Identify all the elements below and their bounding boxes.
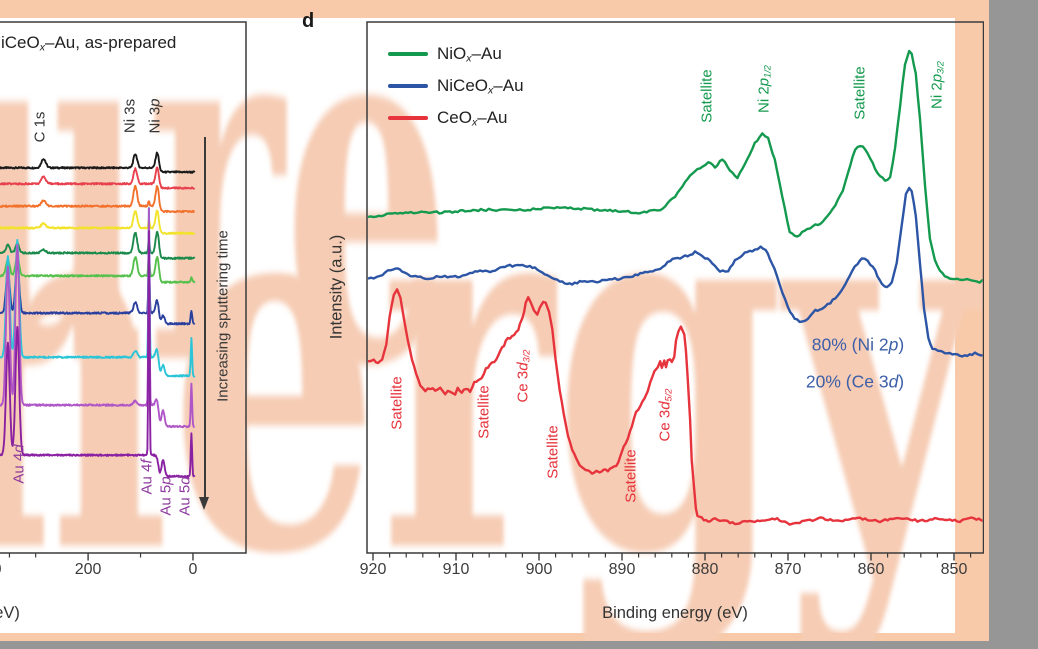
legend-swatch-NiCeOx-Au bbox=[388, 84, 428, 88]
text-segment: x bbox=[471, 116, 478, 129]
text-segment: –Au, as-prepared bbox=[45, 33, 177, 52]
legend-label: CeOx–Au bbox=[437, 108, 507, 129]
left-panel-border bbox=[0, 21, 247, 554]
text-segment: p bbox=[755, 77, 773, 87]
annotation: Ni 2p3/2 bbox=[928, 61, 945, 109]
text-segment: 3/2 bbox=[935, 61, 946, 74]
text-segment: Ce 3 bbox=[656, 409, 674, 442]
xps-spectrum-curve-CeOx-Au bbox=[367, 288, 983, 526]
survey-spectrum-curve bbox=[0, 207, 196, 378]
legend-label: NiCeOx–Au bbox=[437, 76, 524, 97]
right-y-axis-label: Intensity (a.u.) bbox=[327, 234, 346, 340]
left-x-axis-label: Binding energy (eV) bbox=[0, 604, 20, 622]
text-segment: –Au bbox=[471, 43, 502, 63]
text-segment: Ce 3 bbox=[514, 370, 532, 403]
annotation: Satellite bbox=[852, 66, 869, 119]
legend: NiOx–Au NiCeOx–Au CeOx–Au bbox=[388, 38, 524, 134]
left-panel-title: iCeOx–Au, as-prepared bbox=[1, 33, 176, 54]
legend-swatch-NiOx-Au bbox=[388, 52, 428, 56]
xps-spectrum-curve-NiOx-Au bbox=[367, 49, 983, 284]
x-tick-label: 0 bbox=[188, 561, 198, 578]
x-tick-label: 860 bbox=[857, 561, 885, 578]
text-segment: d bbox=[888, 371, 899, 392]
text-segment: Satellite bbox=[698, 69, 716, 123]
text-segment: ) bbox=[898, 371, 905, 392]
legend-item: NiOx–Au bbox=[388, 38, 524, 70]
annotation: Ni 2p1/2 bbox=[755, 65, 772, 113]
x-tick-label: 200 bbox=[74, 561, 102, 578]
text-segment: 20% (Ce 3 bbox=[805, 371, 889, 392]
text-segment: ) bbox=[898, 334, 905, 355]
text-segment: p bbox=[888, 334, 899, 355]
text-segment: –Au bbox=[493, 75, 524, 95]
arrow-down-icon bbox=[199, 497, 209, 510]
survey-spectrum-curve bbox=[0, 209, 196, 236]
right-plot-svg bbox=[366, 21, 984, 561]
x-tick-label: 880 bbox=[691, 561, 719, 578]
right-panel-border bbox=[366, 21, 984, 554]
right-panel-xps-plot: d NiOx–Au NiCeOx–Au CeOx–Au Intensity (a.u… bbox=[302, 10, 984, 622]
survey-spectrum-curve bbox=[0, 151, 196, 174]
x-tick-label: 870 bbox=[774, 561, 802, 578]
annotation: Satellite bbox=[545, 425, 562, 478]
text-segment: Satellite bbox=[388, 376, 406, 430]
left-panel-survey-plot: iCeOx–Au, as-prepared Increasing sputter… bbox=[0, 21, 247, 622]
text-segment: Satellite bbox=[544, 425, 562, 479]
text-segment: Ni 2 bbox=[928, 82, 946, 109]
x-tick-label: 910 bbox=[442, 561, 470, 578]
annotation: Satellite bbox=[389, 376, 406, 429]
text-segment: 1/2 bbox=[762, 65, 773, 78]
text-segment: x bbox=[39, 41, 45, 54]
text-segment: x bbox=[466, 52, 472, 65]
annotation: Satellite bbox=[623, 449, 640, 502]
text-segment: Satellite bbox=[475, 385, 493, 439]
survey-spectrum-curve bbox=[0, 184, 195, 214]
panel-letter-d: d bbox=[302, 10, 315, 32]
x-tick-label: 400 bbox=[0, 561, 2, 579]
sputtering-arrow-line bbox=[204, 137, 206, 498]
survey-spectrum-curve bbox=[0, 207, 195, 429]
survey-spectrum-curve bbox=[0, 260, 196, 326]
text-segment: NiCeO bbox=[437, 75, 489, 95]
legend-swatch-CeOx-Au bbox=[388, 116, 428, 120]
text-segment: Satellite bbox=[622, 449, 640, 503]
text-segment: 80% (Ni 2 bbox=[811, 334, 889, 355]
survey-spectrum-curve bbox=[0, 254, 196, 284]
text-segment: d bbox=[514, 362, 532, 371]
survey-spectrum-curve bbox=[0, 230, 196, 479]
x-tick-label: 920 bbox=[359, 561, 387, 578]
text-segment: –Au bbox=[477, 107, 508, 127]
watermarked-page: ure nergy iCeOx–Au, as-prepared Increasi… bbox=[0, 0, 989, 641]
watermark-border-bottom bbox=[0, 633, 989, 641]
annotation: Ce 3d5/2 bbox=[656, 389, 673, 442]
legend-item: NiCeOx–Au bbox=[388, 70, 524, 102]
text-segment: p bbox=[928, 73, 946, 83]
text-segment: NiO bbox=[437, 43, 467, 63]
text-segment: Satellite bbox=[851, 66, 869, 120]
legend-label: NiOx–Au bbox=[437, 44, 502, 65]
survey-spectrum-curve bbox=[0, 166, 196, 190]
text-segment: 5/2 bbox=[663, 388, 674, 402]
text-segment: d bbox=[656, 401, 674, 410]
watermark-border-top bbox=[0, 0, 989, 18]
annotation: Satellite bbox=[699, 69, 716, 122]
xps-spectrum-curve-NiCeOx-Au bbox=[367, 186, 983, 358]
annotation: Ce 3d3/2 bbox=[514, 350, 531, 403]
text-segment: iCeO bbox=[1, 33, 40, 52]
annotation: 80% (Ni 2p) bbox=[812, 335, 904, 356]
x-tick-label: 890 bbox=[608, 561, 636, 578]
left-plot-svg bbox=[0, 21, 247, 561]
annotation: Satellite bbox=[476, 385, 493, 438]
text-segment: 3/2 bbox=[521, 349, 532, 363]
annotation: 20% (Ce 3d) bbox=[806, 372, 904, 393]
x-tick-label: 900 bbox=[525, 561, 553, 578]
survey-spectrum-curve bbox=[0, 230, 196, 261]
right-x-axis-label: Binding energy (eV) bbox=[602, 604, 748, 622]
text-segment: Ni 2 bbox=[755, 86, 773, 113]
text-segment: x bbox=[488, 84, 494, 97]
text-segment: CeO bbox=[437, 107, 472, 127]
x-tick-label: 850 bbox=[940, 561, 968, 578]
legend-item: CeOx–Au bbox=[388, 102, 524, 134]
